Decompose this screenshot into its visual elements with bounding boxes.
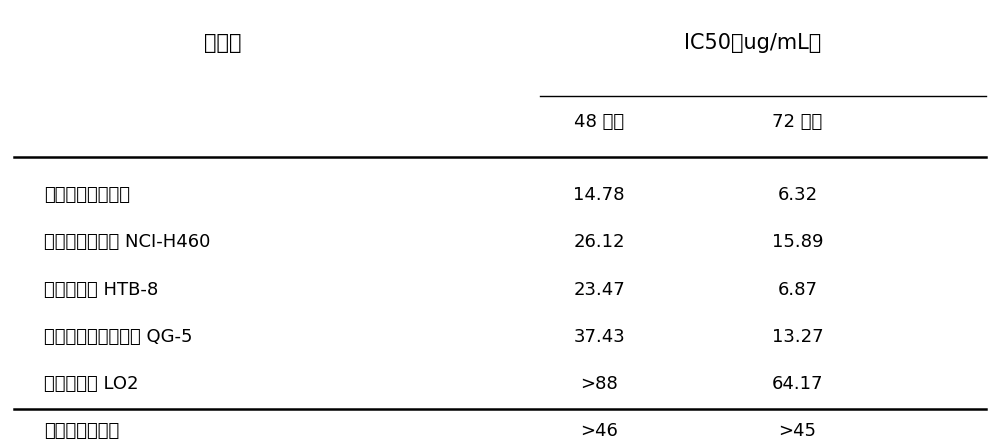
Text: 正常肝细胞 LO2: 正常肝细胞 LO2 [44,375,138,393]
Text: 14.78: 14.78 [573,186,625,204]
Text: 细胞株: 细胞株 [204,33,241,53]
Text: 23.47: 23.47 [573,281,625,299]
Text: 肺鱞癌细胞 HTB-8: 肺鱞癌细胞 HTB-8 [44,281,158,299]
Text: >88: >88 [580,375,618,393]
Text: 26.12: 26.12 [573,234,625,251]
Text: 15.89: 15.89 [772,234,823,251]
Text: 6.87: 6.87 [778,281,818,299]
Text: 6.32: 6.32 [777,186,818,204]
Text: 48 小时: 48 小时 [574,113,624,131]
Text: 37.43: 37.43 [573,328,625,346]
Text: >45: >45 [779,422,817,441]
Text: >46: >46 [580,422,618,441]
Text: 人外周淡巴细胞: 人外周淡巴细胞 [44,422,119,441]
Text: 人肺扁平上皮癌细胞 QG-5: 人肺扁平上皮癌细胞 QG-5 [44,328,192,346]
Text: 13.27: 13.27 [772,328,823,346]
Text: 大细胞非癌细胞 NCI-H460: 大细胞非癌细胞 NCI-H460 [44,234,210,251]
Text: IC50（ug/mL）: IC50（ug/mL） [684,33,822,53]
Text: 64.17: 64.17 [772,375,823,393]
Text: 非小细胞非癌细胞: 非小细胞非癌细胞 [44,186,130,204]
Text: 72 小时: 72 小时 [772,113,823,131]
